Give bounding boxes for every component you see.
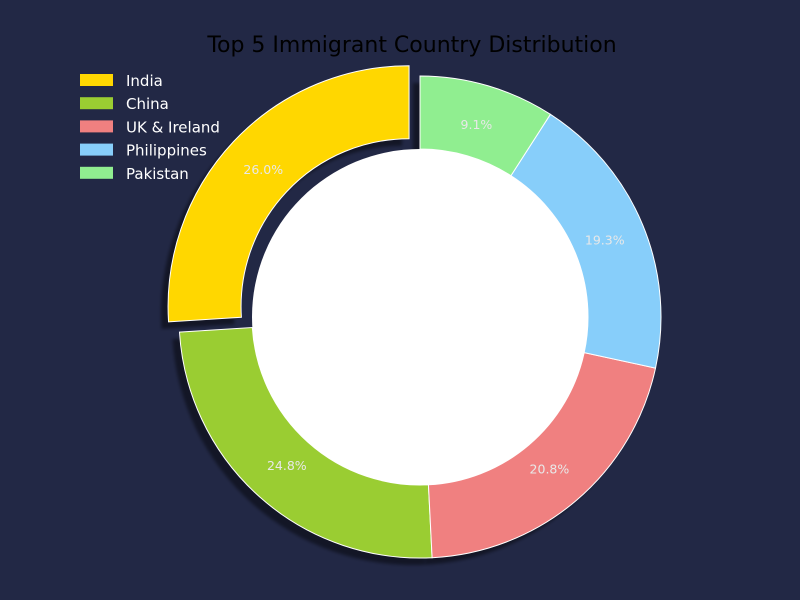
donut-hole <box>252 149 588 485</box>
legend-swatch-india <box>80 74 113 86</box>
legend-label-india: India <box>126 72 163 90</box>
percent-label-pakistan: 9.1% <box>461 117 493 132</box>
percent-label-india: 26.0% <box>243 162 283 177</box>
legend-label-pakistan: Pakistan <box>126 165 189 183</box>
percent-label-china: 24.8% <box>267 458 307 473</box>
legend-label-china: China <box>126 95 169 113</box>
percent-label-uk-ireland: 20.8% <box>530 461 570 476</box>
legend-swatch-china <box>80 97 113 110</box>
chart-title: Top 5 Immigrant Country Distribution <box>206 33 616 58</box>
legend-label-philippines: Philippines <box>126 142 207 160</box>
legend-swatch-philippines <box>80 143 113 156</box>
legend-swatch-uk-ireland <box>80 120 113 133</box>
slice-india <box>167 65 410 323</box>
legend-swatch-pakistan <box>80 166 113 179</box>
slices <box>167 65 662 559</box>
percent-labels: 26.0% 24.8% 20.8% 19.3% 9.1% <box>243 117 624 476</box>
legend-label-uk-ireland: UK & Ireland <box>126 118 220 136</box>
percent-label-philippines: 19.3% <box>585 232 625 247</box>
legend: India China UK & Ireland Philippines Pakista… <box>80 72 220 183</box>
